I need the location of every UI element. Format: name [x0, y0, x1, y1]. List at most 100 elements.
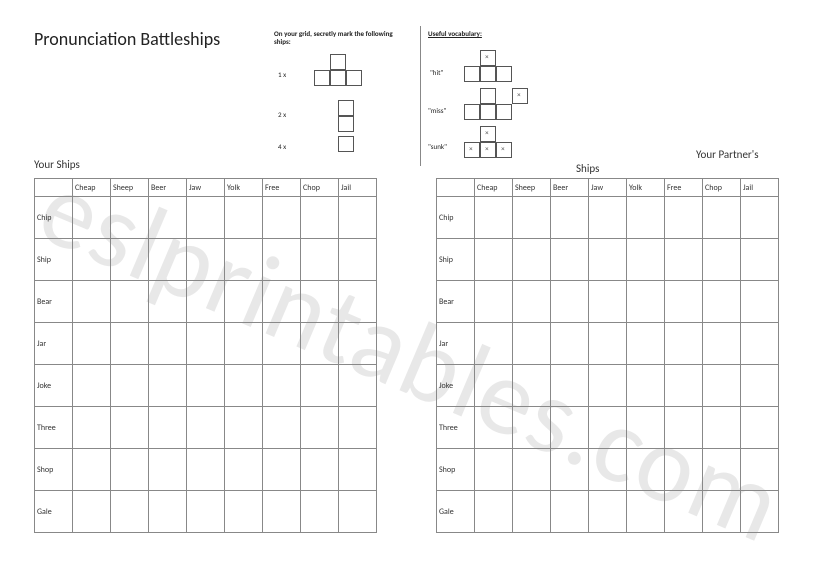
- grid-cell[interactable]: [187, 407, 225, 449]
- grid-cell[interactable]: [187, 281, 225, 323]
- grid-cell[interactable]: [665, 281, 703, 323]
- grid-cell[interactable]: [475, 407, 513, 449]
- grid-cell[interactable]: [589, 323, 627, 365]
- grid-cell[interactable]: [339, 407, 377, 449]
- grid-cell[interactable]: [225, 281, 263, 323]
- grid-cell[interactable]: [73, 365, 111, 407]
- grid-cell[interactable]: [665, 239, 703, 281]
- grid-cell[interactable]: [589, 281, 627, 323]
- grid-cell[interactable]: [589, 491, 627, 533]
- grid-cell[interactable]: [741, 239, 779, 281]
- grid-cell[interactable]: [551, 365, 589, 407]
- grid-cell[interactable]: [263, 449, 301, 491]
- grid-cell[interactable]: [627, 281, 665, 323]
- grid-cell[interactable]: [111, 281, 149, 323]
- grid-cell[interactable]: [111, 323, 149, 365]
- grid-cell[interactable]: [665, 197, 703, 239]
- grid-cell[interactable]: [513, 491, 551, 533]
- grid-cell[interactable]: [703, 197, 741, 239]
- grid-cell[interactable]: [187, 323, 225, 365]
- grid-cell[interactable]: [149, 197, 187, 239]
- grid-cell[interactable]: [513, 365, 551, 407]
- grid-cell[interactable]: [149, 407, 187, 449]
- grid-cell[interactable]: [187, 365, 225, 407]
- grid-cell[interactable]: [339, 365, 377, 407]
- grid-cell[interactable]: [73, 239, 111, 281]
- grid-cell[interactable]: [187, 449, 225, 491]
- grid-cell[interactable]: [301, 365, 339, 407]
- grid-cell[interactable]: [263, 281, 301, 323]
- grid-cell[interactable]: [665, 449, 703, 491]
- grid-cell[interactable]: [301, 449, 339, 491]
- grid-cell[interactable]: [263, 407, 301, 449]
- grid-cell[interactable]: [111, 365, 149, 407]
- grid-cell[interactable]: [225, 407, 263, 449]
- grid-cell[interactable]: [589, 239, 627, 281]
- grid-cell[interactable]: [627, 365, 665, 407]
- grid-cell[interactable]: [339, 323, 377, 365]
- grid-cell[interactable]: [551, 197, 589, 239]
- grid-cell[interactable]: [339, 449, 377, 491]
- grid-cell[interactable]: [111, 239, 149, 281]
- grid-cell[interactable]: [301, 491, 339, 533]
- grid-cell[interactable]: [301, 239, 339, 281]
- grid-cell[interactable]: [111, 491, 149, 533]
- grid-cell[interactable]: [73, 197, 111, 239]
- grid-cell[interactable]: [741, 281, 779, 323]
- grid-cell[interactable]: [741, 407, 779, 449]
- grid-cell[interactable]: [225, 197, 263, 239]
- grid-cell[interactable]: [475, 197, 513, 239]
- grid-cell[interactable]: [111, 197, 149, 239]
- grid-cell[interactable]: [263, 491, 301, 533]
- grid-cell[interactable]: [149, 491, 187, 533]
- grid-cell[interactable]: [225, 365, 263, 407]
- grid-cell[interactable]: [149, 239, 187, 281]
- grid-cell[interactable]: [73, 281, 111, 323]
- grid-cell[interactable]: [187, 239, 225, 281]
- grid-cell[interactable]: [339, 281, 377, 323]
- grid-cell[interactable]: [73, 449, 111, 491]
- grid-cell[interactable]: [111, 407, 149, 449]
- grid-cell[interactable]: [665, 323, 703, 365]
- grid-cell[interactable]: [301, 197, 339, 239]
- grid-cell[interactable]: [187, 491, 225, 533]
- grid-cell[interactable]: [703, 239, 741, 281]
- grid-cell[interactable]: [301, 281, 339, 323]
- grid-cell[interactable]: [703, 449, 741, 491]
- grid-cell[interactable]: [111, 449, 149, 491]
- grid-cell[interactable]: [551, 407, 589, 449]
- grid-cell[interactable]: [301, 323, 339, 365]
- grid-cell[interactable]: [513, 449, 551, 491]
- grid-cell[interactable]: [513, 239, 551, 281]
- grid-cell[interactable]: [73, 407, 111, 449]
- grid-cell[interactable]: [741, 449, 779, 491]
- grid-cell[interactable]: [703, 407, 741, 449]
- grid-cell[interactable]: [551, 239, 589, 281]
- grid-cell[interactable]: [225, 239, 263, 281]
- grid-cell[interactable]: [703, 323, 741, 365]
- grid-cell[interactable]: [187, 197, 225, 239]
- grid-cell[interactable]: [665, 407, 703, 449]
- grid-cell[interactable]: [301, 407, 339, 449]
- grid-cell[interactable]: [225, 491, 263, 533]
- grid-cell[interactable]: [263, 365, 301, 407]
- grid-cell[interactable]: [475, 281, 513, 323]
- grid-cell[interactable]: [627, 449, 665, 491]
- grid-cell[interactable]: [73, 323, 111, 365]
- grid-cell[interactable]: [551, 323, 589, 365]
- grid-cell[interactable]: [149, 449, 187, 491]
- grid-cell[interactable]: [589, 449, 627, 491]
- grid-cell[interactable]: [225, 323, 263, 365]
- grid-cell[interactable]: [263, 197, 301, 239]
- grid-cell[interactable]: [627, 197, 665, 239]
- grid-cell[interactable]: [627, 491, 665, 533]
- grid-cell[interactable]: [513, 197, 551, 239]
- grid-cell[interactable]: [263, 323, 301, 365]
- grid-cell[interactable]: [475, 491, 513, 533]
- grid-cell[interactable]: [665, 491, 703, 533]
- grid-cell[interactable]: [627, 239, 665, 281]
- grid-cell[interactable]: [339, 197, 377, 239]
- grid-cell[interactable]: [589, 365, 627, 407]
- grid-cell[interactable]: [551, 491, 589, 533]
- grid-cell[interactable]: [627, 323, 665, 365]
